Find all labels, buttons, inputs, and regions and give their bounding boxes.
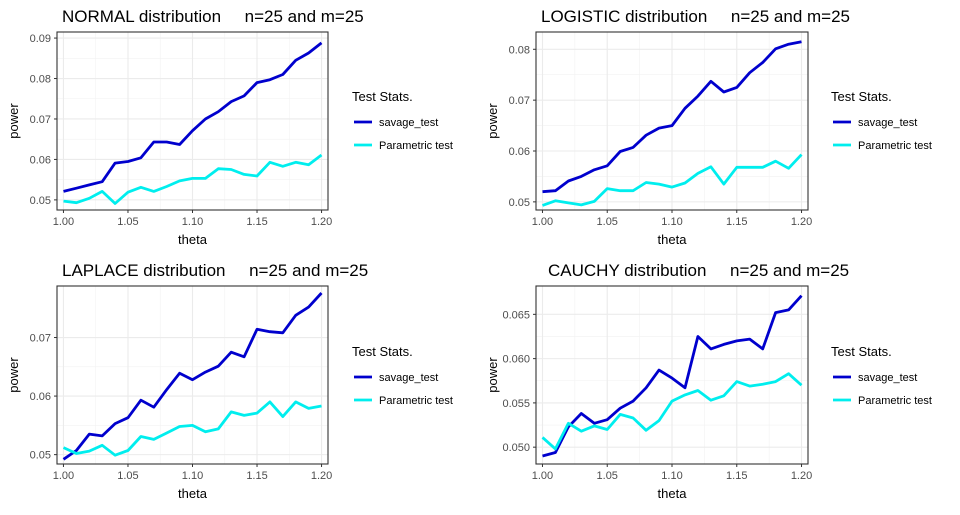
x-tick-label: 1.00 bbox=[532, 470, 553, 482]
x-axis-title: theta bbox=[178, 486, 208, 501]
legend: Test Stats. savage_test Parametric test bbox=[831, 344, 932, 407]
legend-label: Parametric test bbox=[379, 140, 453, 152]
series-line-savage-test bbox=[542, 294, 803, 458]
y-tick-label: 0.05 bbox=[509, 197, 530, 209]
x-tick-label: 1.00 bbox=[53, 216, 74, 228]
legend-label: savage_test bbox=[379, 372, 438, 384]
y-tick-label: 0.09 bbox=[30, 33, 51, 45]
x-tick-label: 1.20 bbox=[311, 470, 332, 482]
series-line-parametric-test bbox=[63, 153, 323, 205]
legend: Test Stats. savage_test Parametric test bbox=[352, 344, 453, 407]
legend-label: Parametric test bbox=[858, 395, 932, 407]
legend-title: Test Stats. bbox=[831, 344, 892, 359]
series-line-parametric-test bbox=[541, 372, 803, 451]
x-tick-label: 1.15 bbox=[246, 470, 267, 482]
x-tick-label: 1.20 bbox=[311, 216, 332, 228]
series-line-parametric-test bbox=[542, 153, 803, 207]
x-axis-title: theta bbox=[658, 232, 688, 247]
y-axis-title: power bbox=[6, 357, 21, 393]
series-line-savage-test bbox=[62, 292, 323, 461]
x-tick-label: 1.05 bbox=[597, 470, 618, 482]
legend-label: savage_test bbox=[858, 117, 917, 129]
y-tick-label: 0.06 bbox=[509, 146, 530, 158]
x-tick-label: 1.05 bbox=[117, 216, 138, 228]
x-tick-label: 1.10 bbox=[182, 470, 203, 482]
x-tick-label: 1.15 bbox=[726, 216, 747, 228]
y-tick-label: 0.08 bbox=[30, 74, 51, 86]
legend-label: Parametric test bbox=[858, 140, 932, 152]
legend: Test Stats. savage_test Parametric test bbox=[831, 89, 932, 152]
x-tick-label: 1.20 bbox=[791, 216, 812, 228]
x-axis-title: theta bbox=[178, 232, 208, 247]
x-tick-label: 1.15 bbox=[246, 216, 267, 228]
chart-title: LAPLACE distribution n=25 and m=25 bbox=[62, 261, 368, 280]
y-tick-label: 0.07 bbox=[30, 333, 51, 345]
y-tick-label: 0.07 bbox=[30, 114, 51, 126]
y-axis-title: power bbox=[6, 103, 21, 139]
y-axis-title: power bbox=[485, 357, 500, 393]
x-tick-label: 1.10 bbox=[661, 470, 682, 482]
chart-panel-2: LOGISTIC distribution n=25 and m=25 1.00 1… bbox=[485, 7, 932, 247]
legend-label: Parametric test bbox=[379, 395, 453, 407]
y-tick-label: 0.08 bbox=[509, 44, 530, 56]
y-tick-label: 0.055 bbox=[502, 398, 530, 410]
chart-title: NORMAL distribution n=25 and m=25 bbox=[62, 7, 364, 26]
legend-label: savage_test bbox=[858, 372, 917, 384]
y-tick-label: 0.06 bbox=[30, 391, 51, 403]
y-tick-label: 0.050 bbox=[502, 442, 530, 454]
y-tick-label: 0.05 bbox=[30, 195, 51, 207]
chart-panel-1: NORMAL distribution n=25 and m=25 1.00 1.0… bbox=[6, 7, 453, 247]
chart-title: LOGISTIC distribution n=25 and m=25 bbox=[541, 7, 850, 26]
series-line-savage-test bbox=[542, 40, 802, 194]
chart-title: CAUCHY distribution n=25 and m=25 bbox=[548, 261, 849, 280]
y-axis-title: power bbox=[485, 103, 500, 139]
x-tick-label: 1.05 bbox=[117, 470, 138, 482]
y-tick-label: 0.07 bbox=[509, 95, 530, 107]
legend-label: savage_test bbox=[379, 117, 438, 129]
x-tick-label: 1.10 bbox=[661, 216, 682, 228]
x-tick-label: 1.00 bbox=[532, 216, 553, 228]
chart-panel-3: LAPLACE distribution n=25 and m=25 1.00 1.… bbox=[6, 261, 453, 501]
x-axis-title: theta bbox=[658, 486, 688, 501]
y-tick-label: 0.06 bbox=[30, 154, 51, 166]
series-line-parametric-test bbox=[62, 400, 322, 457]
x-tick-label: 1.15 bbox=[726, 470, 747, 482]
y-tick-label: 0.060 bbox=[502, 354, 530, 366]
series-line-savage-test bbox=[63, 41, 323, 193]
chart-panel-4: CAUCHY distribution n=25 and m=25 1.00 1.0… bbox=[485, 261, 932, 501]
legend-title: Test Stats. bbox=[352, 344, 413, 359]
x-tick-label: 1.00 bbox=[53, 470, 74, 482]
y-tick-label: 0.065 bbox=[502, 309, 530, 321]
x-tick-label: 1.05 bbox=[597, 216, 618, 228]
y-tick-label: 0.05 bbox=[30, 450, 51, 462]
x-tick-label: 1.10 bbox=[182, 216, 203, 228]
legend-title: Test Stats. bbox=[831, 89, 892, 104]
legend-title: Test Stats. bbox=[352, 89, 413, 104]
x-tick-label: 1.20 bbox=[791, 470, 812, 482]
legend: Test Stats. savage_test Parametric test bbox=[352, 89, 453, 152]
